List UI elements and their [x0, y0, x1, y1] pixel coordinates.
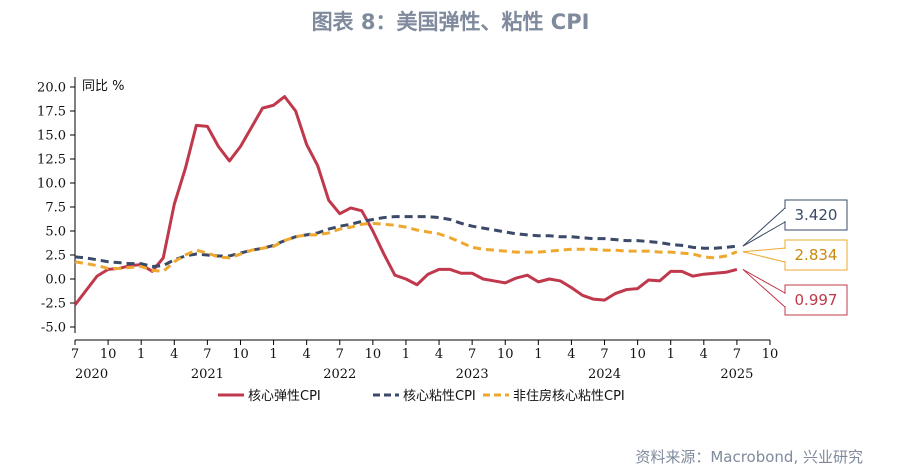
x-tick-label: 10 — [762, 347, 779, 362]
x-tick-label: 4 — [567, 347, 575, 362]
x-tick-label: 7 — [71, 347, 79, 362]
x-tick-label: 7 — [468, 347, 476, 362]
x-year-label: 2025 — [720, 367, 753, 382]
x-tick-label: 1 — [667, 347, 675, 362]
x-tick-label: 1 — [137, 347, 145, 362]
x-tick-label: 1 — [269, 347, 277, 362]
x-tick-label: 4 — [170, 347, 178, 362]
x-tick-label: 4 — [435, 347, 443, 362]
callout-pointer — [742, 206, 786, 247]
x-tick-label: 10 — [629, 347, 646, 362]
x-tick-label: 7 — [336, 347, 344, 362]
x-tick-label: 4 — [700, 347, 708, 362]
legend-label-0: 核心弹性CPI — [248, 389, 321, 404]
chart-series — [73, 95, 738, 306]
figure-title: 图表 8：美国弹性、粘性 CPI — [311, 10, 590, 34]
series-line-0 — [73, 95, 738, 306]
y-axis-label: 同比 % — [82, 79, 125, 94]
y-tick-label: -5.0 — [41, 321, 66, 336]
x-year-label: 2021 — [191, 367, 224, 382]
callout-pointer — [742, 247, 786, 263]
source-note: 资料来源：Macrobond, 兴业研究 — [635, 448, 863, 466]
legend-label-1: 核心粘性CPI — [403, 389, 476, 404]
legend-label-2: 非住房核心粘性CPI — [513, 388, 625, 404]
y-tick-label: 2.5 — [45, 249, 66, 264]
legend: 核心弹性CPI 核心粘性CPI 非住房核心粘性CPI — [218, 388, 625, 404]
callout-box — [784, 199, 848, 231]
y-tick-label: 17.5 — [37, 105, 66, 120]
x-year-label: 2023 — [456, 367, 489, 382]
end-value-callouts: 0.997 3.420 2.834 — [742, 199, 848, 316]
y-tick-label: 7.5 — [45, 201, 66, 216]
y-tick-label: 0.0 — [45, 273, 66, 288]
callout-value: 2.834 — [795, 246, 838, 264]
x-tick-label: 10 — [232, 347, 249, 362]
y-tick-label: 10.0 — [37, 177, 66, 192]
series-line-2 — [74, 221, 738, 273]
x-year-label: 2022 — [323, 367, 356, 382]
callout-value: 0.997 — [795, 291, 838, 309]
series-line-1 — [74, 215, 738, 269]
y-tick-label: 5.0 — [45, 225, 66, 240]
chart-axes: 20.0 17.5 15.0 12.5 10.0 7.5 5.0 2.5 0.0 -2.5 -5.0… — [37, 77, 778, 382]
x-year-label: 2024 — [588, 367, 621, 382]
x-tick-label: 10 — [100, 347, 117, 362]
x-tick-label: 10 — [365, 347, 382, 362]
x-tick-label: 4 — [303, 347, 311, 362]
x-tick-label: 10 — [497, 347, 514, 362]
y-tick-label: 12.5 — [37, 153, 66, 168]
x-tick-label: 1 — [402, 347, 410, 362]
x-tick-label: 7 — [600, 347, 608, 362]
y-tick-label: 15.0 — [37, 129, 66, 144]
y-tick-label: -2.5 — [41, 297, 66, 312]
x-tick-label: 7 — [733, 347, 741, 362]
callout-pointer — [742, 268, 786, 309]
x-tick-label: 7 — [203, 347, 211, 362]
x-tick-label: 1 — [534, 347, 542, 362]
y-tick-label: 20.0 — [37, 81, 66, 96]
x-year-label: 2020 — [75, 367, 108, 382]
callout-value: 3.420 — [795, 206, 838, 224]
callout-box — [784, 239, 848, 271]
